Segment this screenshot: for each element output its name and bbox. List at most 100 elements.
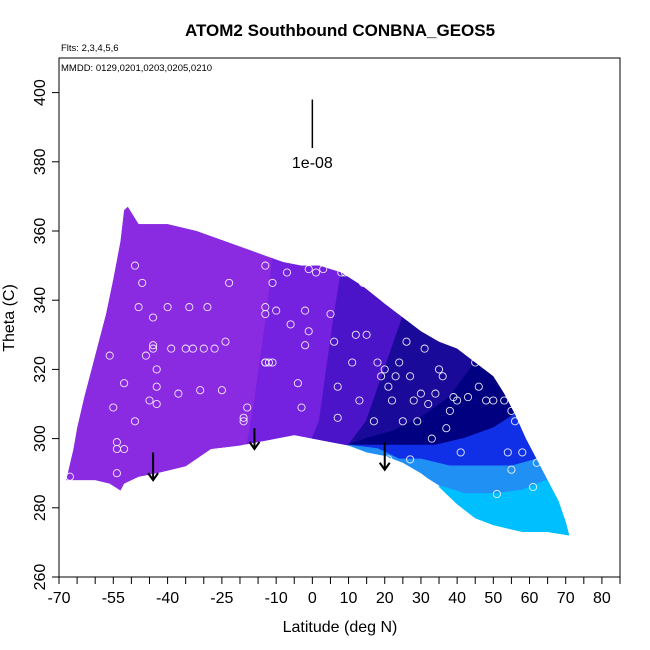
observation-point [344,265,353,274]
observation-point [471,358,480,367]
observation-point [500,396,509,405]
observation-point [304,327,313,336]
observation-point [333,382,342,391]
x-axis: -70 -55 -40 -25 -10 0 10 20 30 40 50 60 70 80 [47,577,621,607]
observation-point [402,337,411,346]
observation-point [130,417,140,426]
observation-point [395,358,404,367]
observation-point [453,396,462,405]
observation-point [333,413,342,422]
observation-point [185,303,194,312]
observation-point [409,396,418,405]
observation-point [264,358,273,367]
observation-point [225,278,234,287]
plot-frame [58,57,621,578]
observation-point [268,358,277,367]
observation-point [532,458,541,467]
observation-point [109,403,118,412]
y-tick-label: 400 [32,79,49,106]
observation-point [152,365,161,374]
x-tick-label: 30 [412,590,430,607]
observation-point [293,379,302,388]
x-tick-label: 20 [376,590,394,607]
observation-point [445,406,454,415]
observation-point [427,434,436,443]
observation-point [174,389,183,398]
observation-point [431,389,440,398]
observation-point [510,417,520,426]
observation-point [203,303,212,312]
scale-label: 1e-08 [292,155,333,172]
y-tick-label: 280 [32,494,49,521]
observation-point [141,351,150,360]
observation-point [518,448,527,457]
observation-point [362,330,371,339]
x-tick-label: 80 [593,590,611,607]
observation-point [239,417,248,426]
observation-point [420,344,429,353]
field-band-purple [66,206,274,492]
x-tick-label: -25 [210,590,233,607]
observation-point [398,417,407,426]
observation-point [286,320,295,329]
y-tick-label: 320 [32,356,49,383]
observation-point [369,417,378,426]
y-tick-label: 260 [32,564,49,591]
observation-point [210,344,219,353]
observation-point [416,389,425,398]
x-tick-label: -40 [156,590,179,607]
observation-point [152,382,161,391]
x-tick-label: 40 [448,590,466,607]
x-axis-label: Latitude (deg N) [283,619,398,636]
observation-point [311,268,321,277]
observation-point [188,344,197,353]
observation-point [348,358,357,367]
scale-indicator: 1e-08 [292,99,333,172]
observation-point [282,268,292,277]
observation-point [112,469,121,478]
observation-point [326,309,335,319]
observation-point [355,396,364,405]
observation-point [351,330,360,339]
y-axis: 260 280 300 320 340 360 380 400 [32,79,59,590]
observation-point [120,444,129,454]
observation-point [297,403,306,412]
observation-point [221,337,230,346]
observation-point [434,365,444,374]
flight-arrow-head [147,472,159,482]
chart-title: ATOM2 Southbound CONBNA_GEOS5 [185,21,495,40]
x-tick-label: 50 [484,590,502,607]
x-tick-label: -55 [102,590,125,607]
observation-point [413,417,422,426]
flight-arrows [147,428,391,482]
observation-point [261,261,270,270]
x-tick-label: 10 [340,590,358,607]
observation-point [65,472,74,481]
y-tick-label: 340 [32,287,49,314]
observation-point [406,455,415,464]
observation-point [529,482,538,492]
observation-point [507,406,516,415]
observation-point [424,399,433,409]
observation-point [149,344,158,353]
observation-point [149,313,158,322]
observation-point [243,403,252,412]
observation-point [373,358,382,367]
observation-point [384,382,393,391]
observation-point [387,396,397,405]
observation-point [503,448,512,457]
observation-point [138,278,147,287]
x-tick-label: 60 [521,590,539,607]
observation-point [261,309,270,319]
observation-point [130,261,140,270]
observation-point [485,358,494,367]
observation-point [145,396,154,405]
observation-point [442,424,451,433]
observation-point [167,344,176,353]
observation-point [301,306,310,315]
observation-point [474,382,483,391]
observation-point [304,265,313,274]
observation-point [149,341,158,350]
observation-point [199,344,208,353]
